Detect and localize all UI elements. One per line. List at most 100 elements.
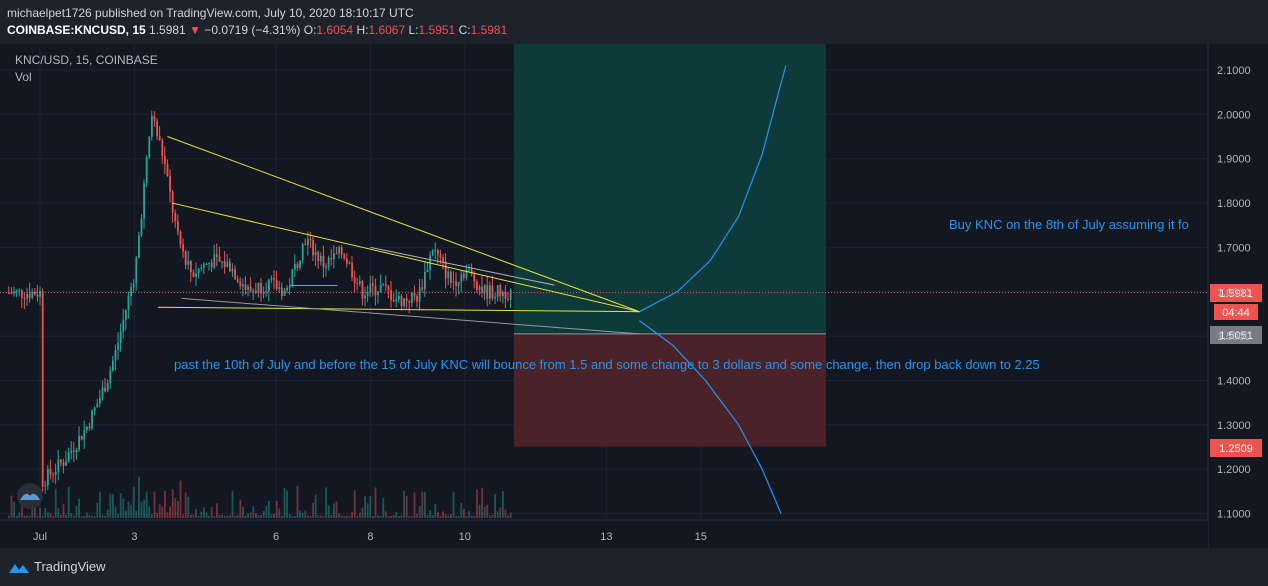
volume-bar (197, 515, 200, 518)
candle-body (156, 120, 158, 136)
volume-bar (379, 515, 382, 518)
candle-body (348, 262, 351, 264)
volume-bar (54, 488, 57, 518)
candle-body (416, 295, 418, 302)
candle-body (125, 310, 127, 320)
candle-body (374, 285, 377, 295)
chart-header: michaelpet1726 published on TradingView.… (0, 0, 1268, 44)
trendlines[interactable] (157, 136, 640, 335)
tradingview-logo[interactable]: TradingView (8, 559, 106, 575)
candle-body (44, 485, 47, 487)
volume-bar (418, 506, 421, 518)
forecast-annotation[interactable]: past the 10th of July and before the 15 … (174, 357, 1040, 372)
candle-body (127, 295, 130, 311)
volume-bar (275, 500, 278, 518)
volume-bar (106, 509, 109, 518)
volume-bar (208, 515, 210, 518)
volume-bar (483, 506, 486, 518)
profit-zone[interactable] (514, 44, 826, 334)
volume-bar (502, 491, 504, 518)
candle-body (309, 239, 312, 241)
candle-body (322, 256, 325, 268)
volume-legend: Vol (15, 70, 32, 84)
volume-bar (166, 512, 169, 518)
volume-bar (23, 515, 26, 518)
candle-body (226, 261, 229, 268)
volume-bar (36, 515, 39, 518)
volume-bar (93, 515, 96, 518)
volume-bar (60, 514, 62, 518)
candle-body (470, 269, 473, 274)
volume-bar (210, 506, 213, 518)
candle-body (91, 410, 93, 429)
candle-body (463, 274, 465, 278)
candle-body (320, 256, 322, 262)
candle-body (496, 285, 499, 297)
volume-bar (470, 515, 473, 518)
candle-body (294, 263, 296, 270)
volume-bar (429, 510, 431, 518)
volume-bar (73, 515, 75, 518)
price-chart[interactable]: KNC/USD, 15, COINBASE Vol Buy KNC on the… (0, 44, 1268, 548)
candle-body (387, 286, 390, 291)
candle-body (148, 136, 151, 158)
volume-bar (239, 499, 242, 518)
candle-body (301, 243, 304, 261)
volume-bar (460, 503, 463, 518)
candle-body (93, 407, 96, 411)
volume-bar (26, 515, 28, 518)
candle-body (153, 116, 156, 121)
candle-body (70, 450, 73, 453)
volume-bar (372, 516, 374, 518)
projection-up-curve[interactable] (639, 65, 787, 313)
candle-body (231, 269, 234, 272)
buy-annotation[interactable]: Buy KNC on the 8th of July assuming it f… (949, 217, 1189, 232)
x-tick-label: 8 (367, 531, 373, 543)
volume-bar (424, 491, 426, 518)
volume-bar (338, 513, 340, 518)
volume-bar (242, 506, 244, 518)
candle-body (478, 286, 481, 291)
volume-bar (463, 508, 465, 518)
volume-bar (348, 515, 351, 518)
candle-body (151, 116, 153, 137)
volume-bar (75, 505, 78, 518)
candle-body (291, 269, 294, 287)
volume-bar (158, 504, 161, 518)
loss-zone[interactable] (514, 333, 826, 447)
volume-bar (486, 504, 489, 518)
time-axis[interactable] (0, 520, 1208, 548)
symbol-name[interactable]: COINBASE:KNCUSD, 15 (7, 23, 146, 37)
volume-bar (62, 503, 65, 518)
y-tick-label: 1.9000 (1217, 154, 1251, 166)
volume-bar (65, 514, 67, 518)
candle-body (502, 292, 504, 297)
candle-body (312, 240, 314, 256)
footer-brand: TradingView (34, 559, 106, 574)
candle-body (65, 461, 67, 466)
volume-bar (174, 498, 177, 518)
volume-bar (494, 493, 496, 518)
candle-body (340, 246, 343, 255)
price-change: −0.0719 (−4.31%) (204, 23, 301, 37)
x-tick-label: 15 (695, 531, 707, 543)
low-label: L: (408, 23, 419, 37)
candle-body (273, 278, 275, 280)
candle-body (177, 221, 179, 232)
volume-bar (83, 515, 86, 518)
volume-bar (203, 507, 205, 518)
volume-bar (229, 515, 231, 518)
projection-down-curve[interactable] (639, 320, 782, 514)
open-label: O: (303, 23, 317, 37)
candle-body (117, 342, 119, 350)
y-tick-label: 1.4000 (1217, 375, 1251, 387)
x-tick-label: 3 (131, 531, 137, 543)
volume-bar (257, 515, 260, 518)
volume-bar (395, 511, 398, 518)
candle-body (457, 281, 460, 286)
candle-body (187, 260, 190, 265)
open-value: 1.6054 (316, 23, 354, 37)
candle-body (353, 277, 356, 284)
volume-bar (434, 504, 437, 518)
trendline (157, 306, 640, 313)
